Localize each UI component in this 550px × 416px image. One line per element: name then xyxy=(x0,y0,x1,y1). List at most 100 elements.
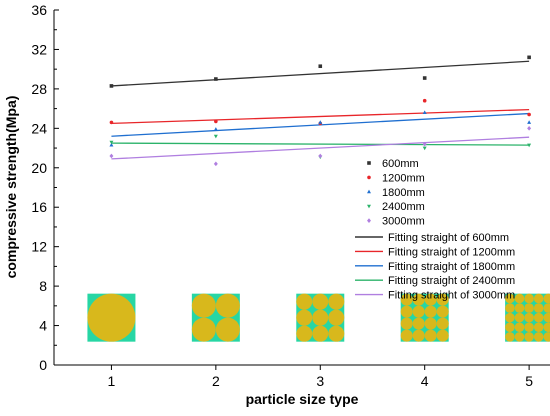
inset-particle xyxy=(296,293,313,310)
inset-particle xyxy=(312,293,329,310)
legend-marker xyxy=(367,175,371,180)
legend-fit-entry-3: Fitting straight of 1800mm xyxy=(355,261,515,273)
legend-label: 600mm xyxy=(382,158,419,170)
inset-particle xyxy=(524,312,534,323)
data-points xyxy=(109,55,532,167)
inset-particle xyxy=(215,317,240,342)
x-tick-label-3: 3 xyxy=(316,373,324,389)
inset-particle xyxy=(436,317,449,330)
inset-particle xyxy=(400,293,413,306)
legend-fit-entry-2: Fitting straight of 1200mm xyxy=(355,246,515,258)
point-3-4 xyxy=(422,110,427,114)
inset-particle xyxy=(505,312,515,323)
inset-image-5 xyxy=(505,293,550,342)
inset-particle xyxy=(328,309,345,326)
point-5-4 xyxy=(422,141,427,147)
inset-particle xyxy=(191,293,216,318)
inset-particle xyxy=(524,293,534,304)
inset-particle xyxy=(505,303,515,313)
inset-particle xyxy=(400,329,413,342)
inset-particle xyxy=(191,317,216,342)
point-4-2 xyxy=(213,134,218,139)
point-5-5 xyxy=(527,125,532,131)
inset-particle xyxy=(514,303,525,313)
inset-particle xyxy=(436,329,449,342)
legend: 600mm 1200mm 1800mm 2400mm 3000mm Fitting str… xyxy=(355,158,515,302)
legend-label: Fitting straight of 1800mm xyxy=(388,261,515,273)
inset-particle xyxy=(412,317,425,330)
inset-particle xyxy=(524,303,534,313)
legend-marker xyxy=(367,189,371,194)
legend-marker xyxy=(367,204,371,209)
point-4-4 xyxy=(422,146,427,151)
point-1-1 xyxy=(109,84,114,88)
fit-line-5 xyxy=(111,136,530,160)
x-axis-title: particle size type xyxy=(246,391,359,407)
point-5-2 xyxy=(213,161,218,167)
legend-entry-3: 1800mm xyxy=(367,187,425,199)
legend-fit-entry-1: Fitting straight of 600mm xyxy=(355,232,509,244)
inset-image-2 xyxy=(191,293,240,342)
point-2-1 xyxy=(109,120,114,125)
inset-particle xyxy=(296,325,313,342)
point-4-5 xyxy=(527,143,532,148)
point-1-5 xyxy=(527,55,531,60)
point-1-2 xyxy=(214,77,218,81)
inset-particle xyxy=(543,322,550,333)
legend-marker xyxy=(367,218,371,223)
inset-particle xyxy=(543,293,550,304)
legend-label: Fitting straight of 600mm xyxy=(388,232,509,244)
y-axis-title: compressive strength(Mpa) xyxy=(3,96,19,279)
inset-particle xyxy=(514,322,525,333)
inset-particle xyxy=(424,305,437,318)
y-tick-label-10: 36 xyxy=(31,2,47,18)
point-5-1 xyxy=(109,153,114,159)
y-tick-label-2: 4 xyxy=(39,318,47,334)
inset-particle xyxy=(524,322,534,333)
y-tick-label-4: 12 xyxy=(31,239,47,255)
inset-particle xyxy=(87,293,136,342)
y-tick-label-9: 32 xyxy=(31,41,47,57)
point-1-4 xyxy=(422,76,427,80)
fit-line-1 xyxy=(111,60,530,87)
inset-particle xyxy=(400,305,413,318)
inset-particle xyxy=(543,312,550,323)
legend-entry-4: 2400mm xyxy=(367,201,425,213)
inset-particle xyxy=(533,332,544,342)
inset-particle xyxy=(424,293,437,306)
point-1-3 xyxy=(318,64,323,69)
y-tick-label-7: 24 xyxy=(31,120,47,136)
point-3-5 xyxy=(527,120,532,124)
inset-image-3 xyxy=(296,293,345,342)
legend-label: 1200mm xyxy=(382,172,425,184)
inset-particle xyxy=(533,322,544,333)
legend-label: Fitting straight of 3000mm xyxy=(388,290,515,302)
inset-particle xyxy=(400,317,413,330)
inset-image-1 xyxy=(87,293,136,342)
inset-images xyxy=(87,293,550,342)
inset-particle xyxy=(328,293,345,310)
point-3-1 xyxy=(109,142,114,147)
point-5-3 xyxy=(318,153,323,159)
inset-particle xyxy=(424,317,437,330)
inset-particle xyxy=(412,329,425,342)
fit-line-4 xyxy=(111,142,530,146)
legend-label: 3000mm xyxy=(382,216,425,228)
legend-entry-1: 600mm xyxy=(367,158,419,170)
inset-particle xyxy=(533,303,544,313)
inset-particle xyxy=(505,293,515,304)
inset-particle xyxy=(215,293,240,318)
inset-particle xyxy=(436,293,449,306)
inset-particle xyxy=(514,312,525,323)
inset-particle xyxy=(514,332,525,342)
legend-label: 2400mm xyxy=(382,201,425,213)
fit-line-2 xyxy=(111,108,530,125)
x-tick-label-1: 1 xyxy=(108,373,116,389)
inset-particle xyxy=(543,332,550,342)
y-tick-label-8: 28 xyxy=(31,81,47,97)
legend-label: Fitting straight of 2400mm xyxy=(388,275,515,287)
inset-particle xyxy=(328,325,345,342)
fit-lines xyxy=(111,60,530,160)
